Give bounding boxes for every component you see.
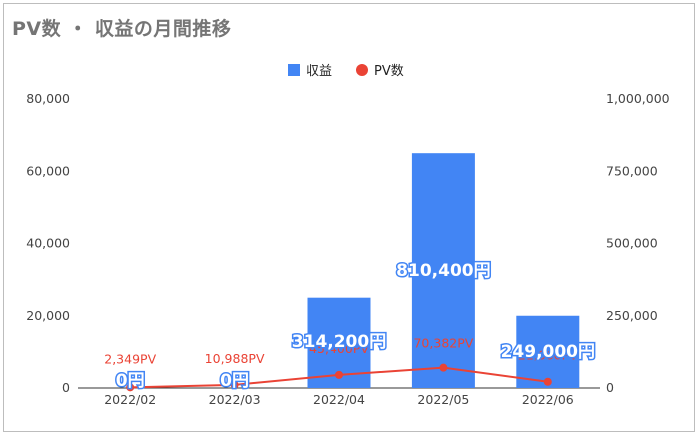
data-label-revenue: 249,000円 — [501, 342, 595, 362]
data-label-pv: 2,349PV — [104, 351, 156, 366]
bar-revenue — [411, 153, 475, 388]
legend-swatch-revenue — [288, 63, 300, 76]
data-label-revenue: 810,400円 — [396, 261, 490, 281]
data-label-revenue: 0円 — [220, 371, 249, 391]
data-label-pv: 10,988PV — [205, 351, 265, 366]
x-tick-label: 2022/02 — [104, 392, 156, 407]
y-right-tick-label: 1,000,000 — [606, 91, 670, 106]
point-pv — [543, 377, 552, 386]
data-label-revenue: 314,200円 — [292, 332, 386, 352]
data-label-pv: 21,666PV — [518, 348, 578, 363]
y-right-tick-label: 750,000 — [606, 163, 658, 178]
legend-label-pv: PV数 — [374, 64, 404, 79]
y-right-tick-label: 0 — [606, 380, 614, 395]
chart-title: PV数 ・ 収益の月間推移 — [12, 18, 232, 40]
legend-label-revenue: 収益 — [306, 64, 333, 79]
y-left-tick-label: 20,000 — [26, 308, 70, 323]
y-right-tick-label: 500,000 — [606, 236, 658, 251]
data-label-revenue: 0円 — [116, 371, 145, 391]
x-tick-label: 2022/05 — [417, 392, 469, 407]
point-pv — [230, 380, 239, 389]
data-label-pv: 45,400PV — [309, 341, 369, 356]
x-tick-label: 2022/06 — [522, 392, 574, 407]
legend-swatch-pv — [356, 63, 368, 76]
data-label-pv: 70,382PV — [413, 336, 473, 351]
y-right-tick-label: 250,000 — [606, 308, 658, 323]
y-left-tick-label: 60,000 — [26, 163, 70, 178]
legend-item-pv: PV数 — [356, 60, 404, 79]
x-tick-label: 2022/03 — [209, 392, 261, 407]
point-pv — [439, 363, 448, 372]
y-left-tick-label: 40,000 — [26, 236, 70, 251]
legend: 収益 PV数 — [0, 60, 700, 80]
point-pv — [126, 383, 135, 392]
legend-item-revenue: 収益 — [288, 60, 332, 79]
y-left-tick-label: 80,000 — [26, 91, 70, 106]
y-left-tick-label: 0 — [62, 380, 70, 395]
point-pv — [335, 370, 343, 379]
x-tick-label: 2022/04 — [313, 392, 365, 407]
bar-revenue — [516, 315, 580, 388]
